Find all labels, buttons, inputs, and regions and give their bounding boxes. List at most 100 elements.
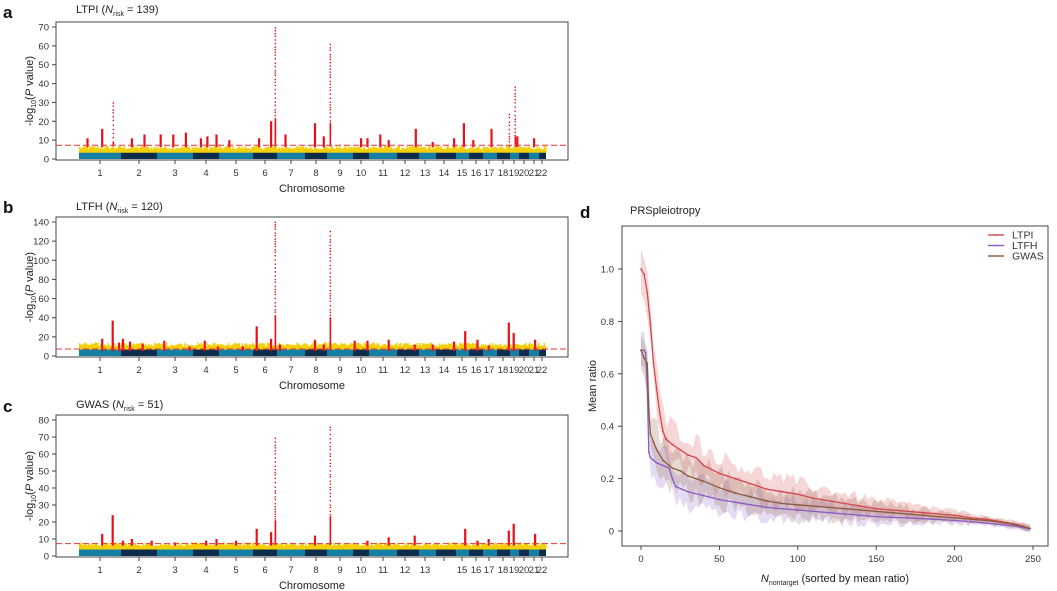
- suggestive-snp: [321, 544, 323, 550]
- x-tick-label: 1: [97, 365, 102, 376]
- suggestive-snp: [504, 344, 506, 350]
- significant-snp: [508, 138, 511, 140]
- significant-snp: [112, 128, 114, 131]
- suggestive-snp: [457, 346, 459, 350]
- chromosome-band-2: [121, 548, 157, 556]
- suggestive-snp: [269, 146, 271, 153]
- chromosome-band-12: [397, 348, 419, 356]
- suggestive-snp: [85, 543, 87, 550]
- data-point-ltfh: [662, 464, 664, 467]
- suggestive-snp: [98, 345, 100, 350]
- suggestive-snp: [413, 544, 415, 550]
- suggestive-snp: [119, 146, 121, 153]
- chromosome-band-4: [193, 548, 219, 556]
- suggestive-snp: [160, 344, 162, 350]
- suggestive-snp: [173, 345, 175, 350]
- suggestive-snp: [107, 146, 109, 153]
- significant-snp-cluster: [514, 136, 517, 146]
- data-point-ltpi: [781, 490, 784, 493]
- suggestive-snp: [378, 343, 380, 350]
- chromosome-band-8: [305, 348, 327, 356]
- significant-snp: [514, 124, 516, 126]
- suggestive-snp: [234, 343, 236, 350]
- significant-snp: [329, 292, 331, 295]
- x-tick-label: 1: [97, 168, 102, 179]
- x-tick-label: 16: [471, 365, 482, 376]
- plot-frame: [621, 225, 1049, 547]
- data-point-ltfh: [674, 485, 677, 488]
- suggestive-snp: [426, 149, 428, 153]
- suggestive-snp: [372, 342, 374, 350]
- x-tick-label: 8: [313, 365, 318, 376]
- suggestive-snp: [311, 542, 313, 550]
- significant-snp: [329, 83, 331, 85]
- y-tick-label: 10: [38, 136, 49, 147]
- suggestive-snp: [366, 544, 368, 550]
- suggestive-snp: [139, 343, 141, 350]
- significant-snp: [274, 468, 276, 471]
- suggestive-snp: [187, 343, 189, 350]
- suggestive-snp: [452, 542, 454, 550]
- y-tick-label: 60: [38, 41, 49, 52]
- significant-peak: [255, 326, 258, 352]
- chromosome-band-8: [305, 151, 327, 159]
- suggestive-snp: [311, 344, 313, 350]
- x-tick-label: 7: [288, 168, 293, 179]
- suggestive-snp: [336, 146, 338, 153]
- x-tick-label: 1: [97, 565, 102, 576]
- suggestive-snp: [469, 148, 471, 153]
- suggestive-snp: [140, 146, 142, 153]
- suggestive-snp: [296, 145, 298, 153]
- suggestive-snp: [160, 147, 162, 153]
- significant-snp: [508, 141, 511, 143]
- suggestive-snp: [346, 148, 348, 153]
- suggestive-snp: [188, 146, 190, 153]
- suggestive-snp: [109, 544, 111, 550]
- suggestive-snp: [181, 344, 183, 350]
- suggestive-snp: [151, 344, 153, 350]
- significant-snp: [329, 104, 331, 106]
- suggestive-snp: [370, 148, 372, 153]
- suggestive-snp: [193, 345, 195, 350]
- suggestive-snp: [317, 149, 319, 153]
- suggestive-snp: [442, 148, 444, 153]
- significant-snp: [274, 81, 276, 83]
- suggestive-snp: [516, 545, 518, 550]
- significant-snp: [274, 88, 276, 91]
- significant-peak: [215, 134, 218, 148]
- suggestive-snp: [124, 543, 126, 550]
- suggestive-snp: [363, 146, 365, 153]
- suggestive-snp: [312, 544, 314, 550]
- significant-peak: [141, 343, 144, 352]
- suggestive-snp: [103, 148, 105, 153]
- suggestive-snp: [304, 545, 306, 550]
- significant-peak: [379, 134, 382, 148]
- suggestive-snp: [146, 543, 148, 550]
- suggestive-snp: [312, 342, 314, 350]
- significant-snp: [274, 46, 276, 48]
- suggestive-snp: [449, 148, 451, 153]
- plot-frame: [55, 414, 569, 558]
- suggestive-snp: [457, 544, 459, 550]
- suggestive-snp: [200, 543, 202, 550]
- suggestive-snp: [176, 148, 178, 153]
- suggestive-snp: [404, 342, 406, 350]
- data-point-gwas: [655, 448, 658, 451]
- suggestive-snp: [237, 147, 239, 153]
- significant-snp: [514, 120, 516, 123]
- suggestive-snp: [318, 543, 320, 550]
- suggestive-snp: [406, 544, 408, 550]
- significant-snp: [274, 62, 276, 64]
- y-tick-label: 70: [38, 433, 49, 444]
- significant-peak: [278, 344, 281, 352]
- suggestive-snp: [109, 345, 111, 350]
- chromosome-band-10: [353, 548, 369, 556]
- x-tick-label: 5: [233, 168, 238, 179]
- significant-snp: [508, 128, 511, 131]
- suggestive-snp: [545, 346, 547, 350]
- data-point-ltfh: [649, 456, 652, 459]
- suggestive-snp: [281, 343, 283, 350]
- suggestive-snp: [503, 345, 505, 350]
- suggestive-snp: [301, 146, 303, 153]
- x-tick-label: 19: [509, 168, 520, 179]
